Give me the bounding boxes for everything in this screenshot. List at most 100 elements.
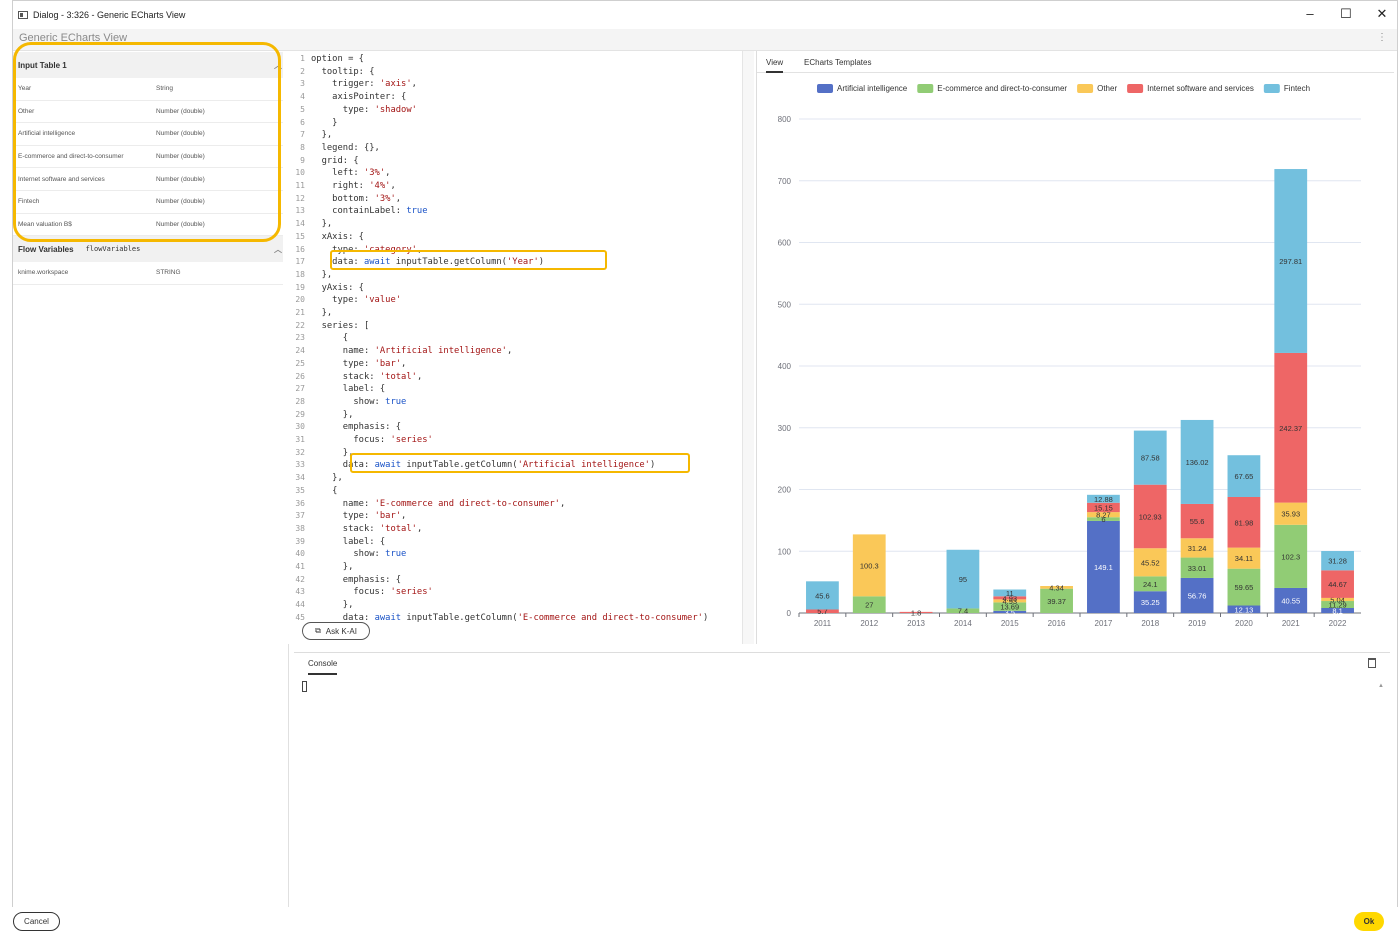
x-tick-label: 2013 [907,619,925,628]
line-number: 36 [295,498,305,508]
code-line[interactable]: 33 data: await inputTable.getColumn('Art… [283,459,742,472]
ok-button[interactable]: Ok [1354,912,1384,931]
data-label: 27 [865,601,873,610]
code-line[interactable]: 22 series: [ [283,320,742,333]
code-line[interactable]: 25 type: 'bar', [283,358,742,371]
code-line[interactable]: 7 }, [283,129,742,142]
code-line[interactable]: 38 stack: 'total', [283,523,742,536]
x-tick-label: 2018 [1141,619,1159,628]
code-editor[interactable]: 1 option = {2 tooltip: {3 trigger: 'axis'… [283,51,742,644]
code-line[interactable]: 42 emphasis: { [283,574,742,587]
scroll-up-icon[interactable]: ▲ [1378,683,1384,689]
code-text: type: 'category', [311,244,423,255]
code-line[interactable]: 26 stack: 'total', [283,371,742,384]
code-line[interactable]: 23 { [283,332,742,345]
code-line[interactable]: 41 }, [283,561,742,574]
console-cursor[interactable] [302,681,307,692]
code-line[interactable]: 1 option = { [283,53,742,66]
collapse-icon[interactable]: ︿ [274,61,282,70]
line-number: 35 [295,485,305,495]
code-line[interactable]: 45 data: await inputTable.getColumn('E-c… [283,612,742,625]
code-line[interactable]: 28 show: true [283,396,742,409]
bar-segment [1321,551,1354,571]
code-text: axisPointer: { [311,92,407,103]
code-line[interactable]: 5 type: 'shadow' [283,104,742,117]
code-line[interactable]: 37 type: 'bar', [283,510,742,523]
code-text: }, [311,219,333,230]
line-number: 13 [295,206,305,216]
x-tick-label: 2019 [1188,619,1206,628]
line-number: 11 [295,181,305,190]
data-label: 45.52 [1141,558,1160,567]
legend-swatch [1263,84,1280,93]
code-line[interactable]: 11 right: '4%', [283,180,742,193]
data-label: 33.01 [1188,564,1207,573]
line-number: 38 [295,523,305,533]
data-label: 12.13 [1235,605,1254,614]
code-line[interactable]: 16 type: 'category', [283,244,742,257]
code-line[interactable]: 3 trigger: 'axis', [283,78,742,91]
code-line[interactable]: 36 name: 'E-commerce and direct-to-consu… [283,498,742,511]
data-label: 242.37 [1279,424,1302,433]
code-line[interactable]: 12 bottom: '3%', [283,193,742,206]
code-line[interactable]: 43 focus: 'series' [283,586,742,599]
code-line[interactable]: 34 }, [283,472,742,485]
data-label: 4.93 [1002,597,1017,606]
code-line[interactable]: 19 yAxis: { [283,282,742,295]
data-label: 59.65 [1235,583,1254,592]
code-line[interactable]: 8 legend: {}, [283,142,742,155]
view-tabs: View ECharts Templates [757,51,1394,73]
code-line[interactable]: 13 containLabel: true [283,205,742,218]
column-name: Other [18,107,35,115]
code-line[interactable]: 39 label: { [283,536,742,549]
code-line[interactable]: 15 xAxis: { [283,231,742,244]
code-line[interactable]: 14 }, [283,218,742,231]
column-type: Number (double) [156,153,205,161]
tab-view[interactable]: View [766,58,784,73]
code-text: }, [311,600,354,611]
code-text: bottom: '3%', [311,193,402,204]
code-line[interactable]: 35 { [283,485,742,498]
code-line[interactable]: 27 label: { [283,383,742,396]
code-line[interactable]: 32 }, [283,447,742,460]
bar-segment [1040,588,1073,613]
code-text: data: await inputTable.getColumn('E-comm… [311,612,709,623]
data-label: 4.93 [1002,594,1017,603]
collapse-icon[interactable]: ︿ [274,245,282,255]
code-line[interactable]: 9 grid: { [283,155,742,168]
code-line[interactable]: 29 }, [283,409,742,422]
input-table-header[interactable]: Input Table 1 ︿ [13,52,288,78]
more-options-icon[interactable]: ⋮ [1377,32,1387,43]
code-text: type: 'bar', [311,511,407,522]
data-label: 1.8 [911,608,921,617]
code-line[interactable]: 40 show: true [283,548,742,561]
code-line[interactable]: 18 }, [283,269,742,282]
code-line[interactable]: 17 data: await inputTable.getColumn('Yea… [283,256,742,269]
code-line[interactable]: 24 name: 'Artificial intelligence', [283,345,742,358]
line-number: 25 [295,358,305,368]
bar-segment [993,596,1027,600]
tab-echarts-templates[interactable]: ECharts Templates [804,58,872,67]
flow-variables-header[interactable]: Flow Variables flowVariables ︿ [13,236,288,263]
code-line[interactable]: 4 axisPointer: { [283,91,742,104]
minimize-button[interactable]: – [1306,6,1314,21]
maximize-button[interactable]: ☐ [1340,6,1352,21]
close-button[interactable]: ✕ [1376,6,1388,21]
code-line[interactable]: 44 }, [283,599,742,612]
ask-kai-button[interactable]: ⧉ Ask K-AI [302,622,370,640]
editor-scrollbar[interactable] [742,51,754,644]
code-line[interactable]: 31 focus: 'series' [283,434,742,447]
code-text: }, [311,130,333,141]
trash-icon[interactable] [1368,658,1376,668]
code-line[interactable]: 2 tooltip: { [283,66,742,79]
data-label: 39.37 [1047,597,1066,606]
line-number: 24 [295,346,305,356]
code-line[interactable]: 6 } [283,117,742,130]
cancel-button[interactable]: Cancel [13,912,60,931]
code-line[interactable]: 10 left: '3%', [283,167,742,180]
code-line[interactable]: 20 type: 'value' [283,294,742,307]
code-line[interactable]: 21 }, [283,307,742,320]
tab-console[interactable]: Console [308,659,338,675]
bar-segment [852,596,886,613]
code-line[interactable]: 30 emphasis: { [283,421,742,434]
